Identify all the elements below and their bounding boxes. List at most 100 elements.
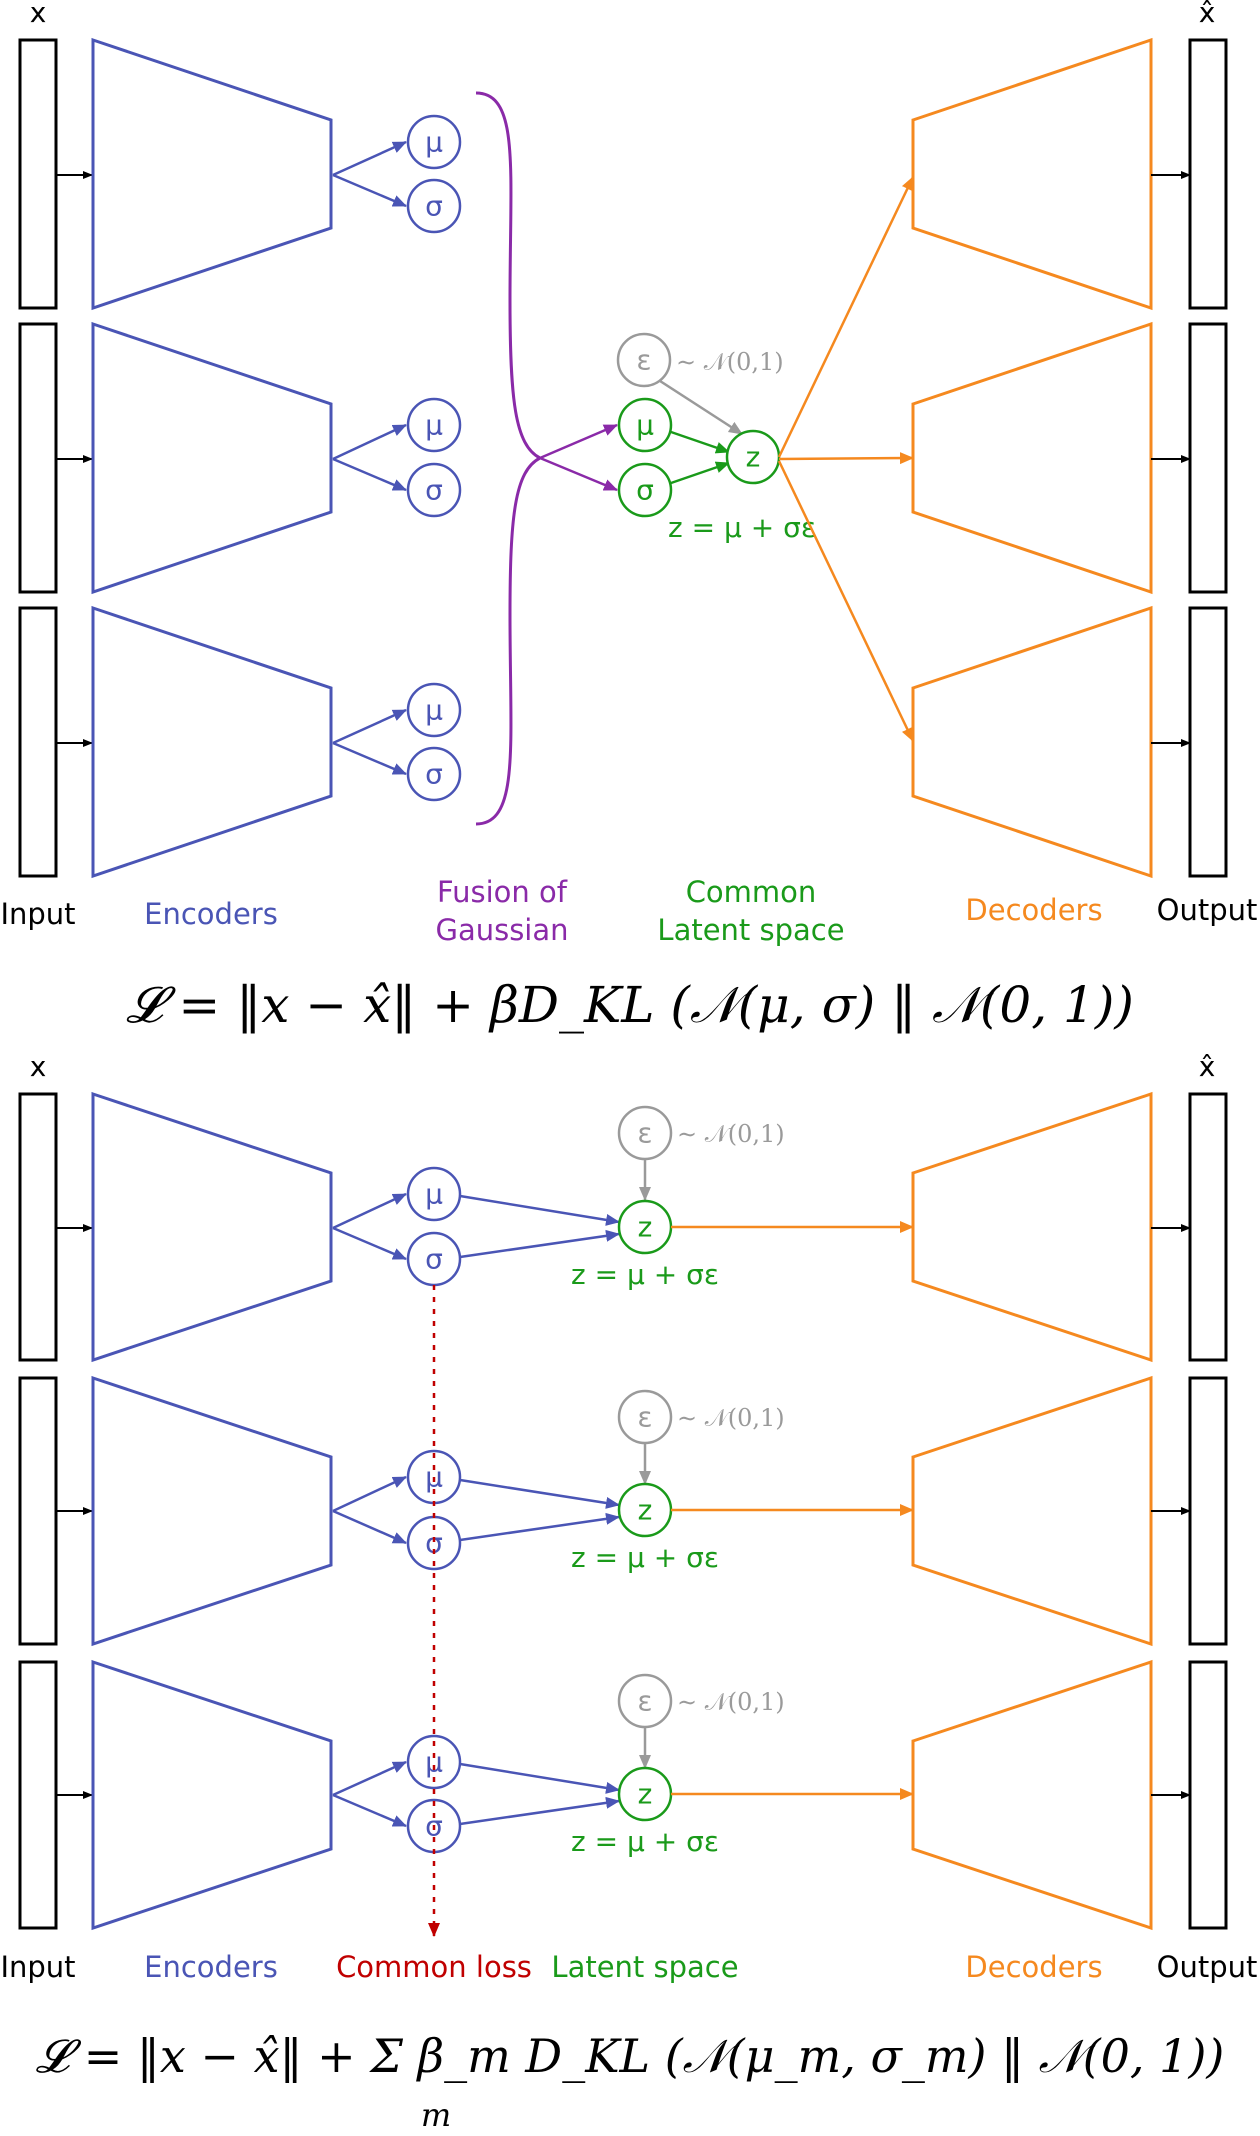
top-fusion-label-1: Fusion of (437, 875, 568, 909)
sigma-to-z-arrow (459, 1512, 620, 1542)
sigma-label: σ (425, 474, 443, 507)
input-bar (18, 1376, 58, 1646)
bottom-row-2: μ σ ε ∼ 𝒩(0,1) z z = μ + σε (18, 1375, 1228, 1647)
mu-label: μ (425, 694, 443, 727)
encoder-trapezoid (91, 1091, 333, 1363)
fusion-to-mu-arrow (539, 423, 618, 460)
common-sigma-label: σ (636, 474, 654, 507)
encoder-to-sigma-arrow (332, 741, 407, 776)
encoder-to-mu-arrow (332, 140, 407, 177)
decoder-trapezoid (911, 1659, 1153, 1931)
epsilon-label: ε (637, 1117, 652, 1150)
common-mu-label: μ (636, 409, 654, 442)
epsilon-label: ε (636, 344, 651, 377)
encoder-trapezoid (91, 1375, 333, 1647)
bottom-loss-equation: 𝓛 = ‖x − x̂‖ + Σ β_m D_KL (𝒩(μ_m, σ_m) ‖… (36, 2029, 1225, 2083)
encoder-to-sigma-arrow (332, 173, 407, 208)
output-bar (1188, 1660, 1228, 1930)
encoder-to-sigma-arrow (332, 1226, 407, 1261)
encoder-trapezoid (91, 605, 333, 879)
encoder-trapezoid (91, 37, 333, 311)
bottom-encoders-label: Encoders (144, 1950, 278, 1984)
top-row-2: μ σ (18, 321, 1228, 595)
z-label: z (746, 441, 761, 474)
bottom-output-symbol: x̂ (1199, 1050, 1216, 1083)
mu-to-z-arrow (670, 430, 730, 454)
top-row-3: μ σ (18, 605, 1228, 879)
z-label: z (638, 1494, 653, 1527)
sigma-to-z-arrow (459, 1796, 620, 1826)
encoder-to-sigma-arrow (332, 457, 407, 492)
mu-label: μ (425, 126, 443, 159)
bottom-input-label: Input (0, 1950, 75, 1984)
epsilon-label: ε (637, 1685, 652, 1718)
prior-label: ∼ 𝒩(0,1) (677, 1120, 785, 1148)
top-encoders-label: Encoders (144, 897, 278, 931)
decoder-trapezoid (911, 37, 1153, 311)
mu-label: μ (425, 409, 443, 442)
bottom-latent-label: Latent space (551, 1950, 738, 1984)
top-diagram: x x̂ μ σ μ σ (0, 0, 1257, 1034)
reparam-label: z = μ + σε (571, 1541, 719, 1574)
bottom-input-symbol: x (30, 1050, 47, 1083)
reparam-label: z = μ + σε (571, 1825, 719, 1858)
input-bar (18, 1660, 58, 1930)
common-mu-node (617, 397, 673, 453)
sigma-label: σ (425, 190, 443, 223)
bottom-diagram: x x̂ μ σ ε ∼ 𝒩(0,1) z z = μ + σε (0, 1050, 1257, 2134)
encoder-to-mu-arrow (332, 1475, 407, 1513)
mu-to-z-arrow (459, 1194, 620, 1226)
mu-label: μ (425, 1746, 443, 1779)
encoder-trapezoid (91, 1659, 333, 1931)
sigma-node (406, 462, 462, 518)
output-bar (1188, 1376, 1228, 1646)
common-sigma-node (617, 462, 673, 518)
bottom-row-3: μ σ ε ∼ 𝒩(0,1) z z = μ + σε (18, 1659, 1228, 1931)
top-latent-label-1: Common (686, 875, 817, 909)
fusion-brace (475, 91, 544, 826)
top-latent-label-2: Latent space (657, 913, 844, 947)
encoder-trapezoid (91, 321, 333, 595)
z-to-decoder-2-arrow (778, 452, 914, 465)
top-output-label: Output (1157, 893, 1258, 927)
input-bar (18, 1092, 58, 1362)
top-input-symbol: x (30, 0, 47, 29)
sigma-node (406, 746, 462, 802)
prior-label: ∼ 𝒩(0,1) (677, 1404, 785, 1432)
encoder-to-mu-arrow (332, 708, 407, 745)
encoder-to-sigma-arrow (332, 1509, 407, 1545)
epsilon-to-z-arrow (659, 379, 743, 436)
mu-label: μ (425, 1178, 443, 1211)
prior-label: ∼ 𝒩(0,1) (677, 1688, 785, 1716)
reparam-label: z = μ + σε (668, 511, 816, 544)
output-bar (1188, 606, 1228, 878)
sigma-node (406, 178, 462, 234)
decoder-trapezoid (911, 1091, 1153, 1363)
decoder-trapezoid (911, 1375, 1153, 1647)
mu-node (406, 682, 462, 738)
z-to-decoder-3-arrow (777, 460, 915, 742)
prior-label: ∼ 𝒩(0,1) (676, 348, 784, 376)
encoder-to-mu-arrow (332, 1760, 407, 1797)
fusion-to-sigma-arrow (539, 456, 618, 492)
mu-node (406, 114, 462, 170)
sigma-to-z-arrow (459, 1229, 620, 1259)
top-input-label: Input (0, 897, 75, 931)
encoder-to-sigma-arrow (332, 1793, 407, 1828)
reparam-label: z = μ + σε (571, 1258, 719, 1291)
input-bar (18, 322, 58, 594)
mu-node (406, 1166, 462, 1222)
input-bar (18, 38, 58, 310)
bottom-loss-sum-index: m (421, 2096, 451, 2134)
output-bar (1188, 322, 1228, 594)
encoder-to-mu-arrow (332, 423, 407, 461)
z-label: z (638, 1778, 653, 1811)
encoder-to-mu-arrow (332, 1192, 407, 1230)
bottom-decoders-label: Decoders (965, 1950, 1102, 1984)
epsilon-label: ε (637, 1401, 652, 1434)
sigma-to-z-arrow (670, 461, 730, 485)
sigma-label: σ (425, 1243, 443, 1276)
mu-node (406, 397, 462, 453)
epsilon-node (616, 332, 672, 388)
